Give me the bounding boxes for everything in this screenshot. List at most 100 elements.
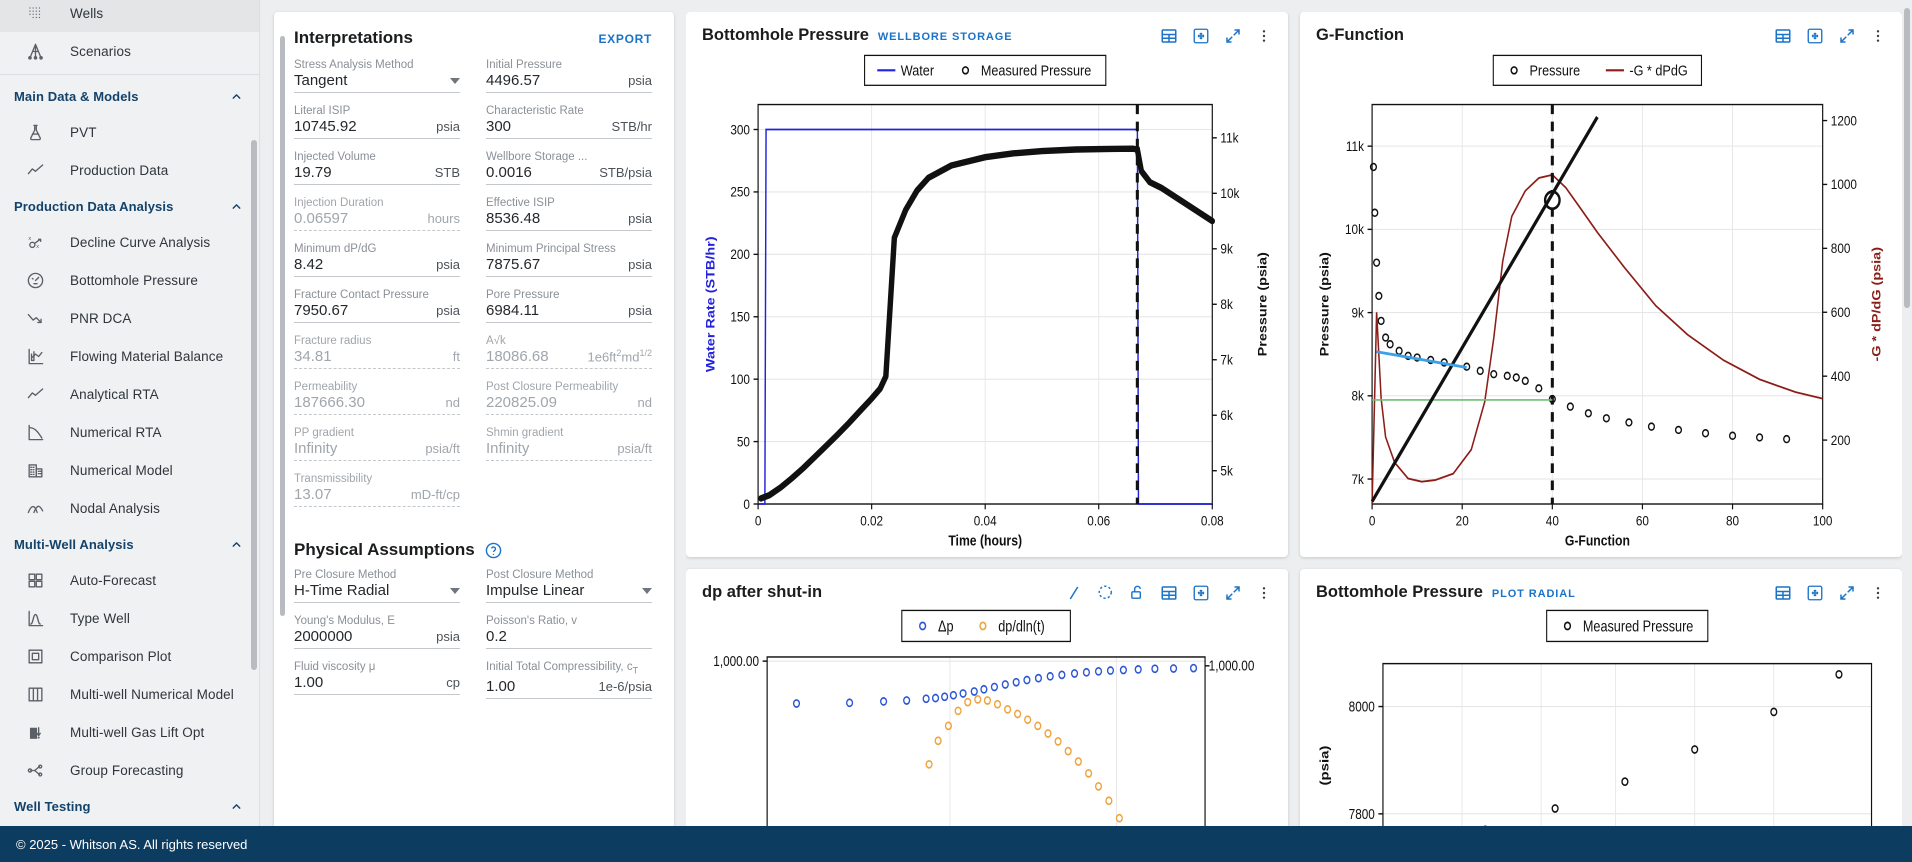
field-unit: psia: [628, 257, 652, 272]
field-input[interactable]: 13.07 mD-ft/cp: [294, 486, 460, 508]
field-input[interactable]: 300 STB/hr: [486, 118, 652, 139]
field-input[interactable]: Infinity psia/ft: [486, 440, 652, 462]
field-input[interactable]: 18086.68 1e6ft2md1/2: [486, 348, 652, 370]
export-button[interactable]: EXPORT: [598, 32, 652, 46]
physical-assumptions-header: Physical Assumptions: [294, 540, 652, 560]
svg-text:0.06: 0.06: [1087, 512, 1110, 528]
field-input[interactable]: 6984.11 psia: [486, 302, 652, 323]
chevron-up-icon[interactable]: [230, 538, 243, 551]
field-input[interactable]: 0.0016 STB/psia: [486, 164, 652, 185]
chevron-down-icon[interactable]: [450, 587, 460, 594]
field-input[interactable]: 1.00 1e-6/psia: [486, 678, 652, 699]
sidebar-item-decline-curve-analysis[interactable]: x x Decline Curve Analysis: [0, 223, 259, 261]
svg-text:1,000.00: 1,000.00: [1209, 657, 1255, 673]
plot-dp-after-shut-in[interactable]: 1,000.00 Δp dp/dln(t) 1,000.00: [702, 606, 1272, 826]
sidebar-item-bottomhole-pressure[interactable]: Bottomhole Pressure: [0, 261, 259, 299]
pan-icon[interactable]: [1192, 584, 1210, 602]
field-input[interactable]: Impulse Linear: [486, 582, 652, 604]
svg-text:100: 100: [1813, 512, 1833, 528]
sidebar-item-comparison-plot[interactable]: Comparison Plot: [0, 637, 259, 675]
sidebar-item-auto-forecast[interactable]: Auto-Forecast: [0, 561, 259, 599]
field-input[interactable]: 1.00 cp: [294, 674, 460, 696]
pan-icon[interactable]: [1806, 27, 1824, 45]
unlock-icon[interactable]: [1129, 584, 1146, 601]
svg-text:9k: 9k: [1220, 241, 1233, 257]
plot-bottomhole-pressure-wellbore-storage[interactable]: 0 0.02 0.04 0.06 0.08 0 50 100 150 200 250 300 5k 6k 7…: [702, 49, 1272, 551]
help-circle-icon[interactable]: [485, 542, 502, 559]
sidebar-group-main-data-models[interactable]: Main Data & Models: [0, 79, 259, 113]
chevron-up-icon[interactable]: [230, 200, 243, 213]
sidebar-item-group-forecasting[interactable]: Group Forecasting: [0, 751, 259, 789]
more-vertical-icon[interactable]: [1870, 28, 1886, 44]
more-vertical-icon[interactable]: [1256, 28, 1272, 44]
field-input[interactable]: 4496.57 psia: [486, 72, 652, 93]
sidebar-group-multi-well-analysis[interactable]: Multi-Well Analysis: [0, 527, 259, 561]
sidebar-item-analytical-rta[interactable]: Analytical RTA: [0, 375, 259, 413]
sidebar-scrollbar-thumb[interactable]: [251, 140, 257, 670]
sidebar-item-production-data[interactable]: Production Data: [0, 151, 259, 189]
field-input[interactable]: 2000000 psia: [294, 628, 460, 650]
sidebar-item-flowing-material-balance[interactable]: Flowing Material Balance: [0, 337, 259, 375]
expand-icon[interactable]: [1224, 584, 1242, 602]
chevron-up-icon[interactable]: [230, 90, 243, 103]
sidebar-item-wells[interactable]: Wells: [0, 0, 259, 32]
sidebar-item-nodal-analysis[interactable]: Nodal Analysis: [0, 489, 259, 527]
chevron-down-icon[interactable]: [450, 77, 460, 84]
sidebar-item-numerical-model[interactable]: Numerical Model: [0, 451, 259, 489]
chart-card-bottomhole-pressure-plot-radial: Bottomhole Pressure PLOT RADIAL: [1300, 569, 1902, 826]
field-unit: ft: [452, 349, 460, 364]
field-input[interactable]: 8.42 psia: [294, 256, 460, 277]
sidebar-item-scenarios[interactable]: Scenarios: [0, 32, 259, 70]
field-input[interactable]: 0.06597 hours: [294, 210, 460, 231]
pan-icon[interactable]: [1192, 27, 1210, 45]
table-icon[interactable]: [1160, 27, 1178, 45]
table-icon[interactable]: [1774, 584, 1792, 602]
interpretations-scrollbar-thumb[interactable]: [280, 36, 285, 616]
field-input[interactable]: 34.81 ft: [294, 348, 460, 369]
field-input[interactable]: Infinity psia/ft: [294, 440, 460, 462]
table-icon[interactable]: [1774, 27, 1792, 45]
expand-icon[interactable]: [1224, 27, 1242, 45]
field-input[interactable]: 7950.67 psia: [294, 302, 460, 323]
chevron-down-icon[interactable]: [642, 587, 652, 594]
plot-g-function[interactable]: 0 20 40 60 80 100 7k 8k 9k 10k 11k 200 400 600 800 1000…: [1316, 49, 1886, 551]
sidebar-item-numerical-rta[interactable]: Numerical RTA: [0, 413, 259, 451]
field-input[interactable]: 10745.92 psia: [294, 118, 460, 139]
plot-bottomhole-pressure-plot-radial[interactable]: 7800 8000 (psia) Measured Pressure: [1316, 606, 1886, 826]
sidebar-item-label: Numerical RTA: [70, 424, 162, 440]
pan-icon[interactable]: [1806, 584, 1824, 602]
lasso-select-icon[interactable]: [1097, 584, 1115, 602]
field-input[interactable]: 19.79 STB: [294, 164, 460, 185]
table-icon[interactable]: [1160, 584, 1178, 602]
field-input[interactable]: Tangent: [294, 72, 460, 93]
field-label: Characteristic Rate: [486, 105, 584, 117]
field-input[interactable]: H-Time Radial: [294, 582, 460, 604]
sidebar-item-label: Numerical Model: [70, 462, 173, 478]
chevron-up-icon[interactable]: [230, 800, 243, 813]
field-value: 13.07: [294, 486, 332, 504]
field-label: Injected Volume: [294, 151, 376, 163]
svg-text:7k: 7k: [1220, 352, 1233, 368]
field-pore-pressure: Pore Pressure 6984.11 psia: [486, 288, 652, 323]
sidebar-item-pnr-dca[interactable]: PNR DCA: [0, 299, 259, 337]
field-input[interactable]: 8536.48 psia: [486, 210, 652, 231]
field-young-s-modulus-e: Young's Modulus, E 2000000 psia: [294, 614, 460, 650]
svg-text:80: 80: [1726, 512, 1739, 528]
slash-icon[interactable]: [1065, 584, 1083, 602]
sidebar-group-production-data-analysis[interactable]: Production Data Analysis: [0, 189, 259, 223]
field-input[interactable]: 187666.30 nd: [294, 394, 460, 416]
sidebar-item-multi-well-gas-lift-opt[interactable]: Multi-well Gas Lift Opt: [0, 713, 259, 751]
sidebar-item-pvt[interactable]: PVT: [0, 113, 259, 151]
more-vertical-icon[interactable]: [1870, 585, 1886, 601]
expand-icon[interactable]: [1838, 584, 1856, 602]
sidebar-group-well-testing[interactable]: Well Testing: [0, 789, 259, 823]
sidebar-item-multi-well-numerical-model[interactable]: Multi-well Numerical Model: [0, 675, 259, 713]
sidebar-item-type-well[interactable]: Type Well: [0, 599, 259, 637]
sidebar-item-label: Flowing Material Balance: [70, 348, 224, 364]
more-vertical-icon[interactable]: [1256, 585, 1272, 601]
field-input[interactable]: 220825.09 nd: [486, 394, 652, 416]
field-input[interactable]: 7875.67 psia: [486, 256, 652, 277]
content-scrollbar-thumb[interactable]: [1904, 8, 1910, 308]
expand-icon[interactable]: [1838, 27, 1856, 45]
field-input[interactable]: 0.2: [486, 628, 652, 650]
